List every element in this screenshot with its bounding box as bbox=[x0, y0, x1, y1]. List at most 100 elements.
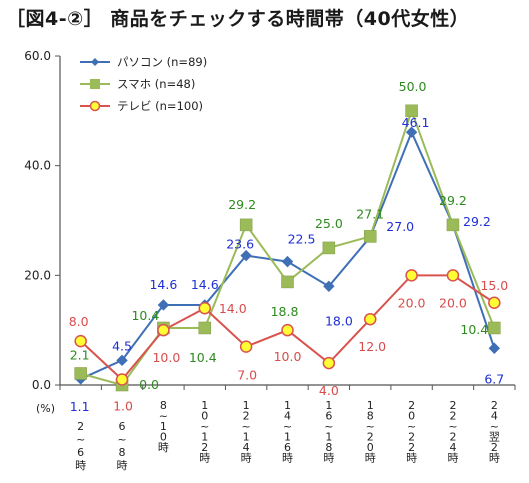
series-1-data-label: 23.6 bbox=[226, 237, 254, 252]
series-2-data-label: 10.4 bbox=[460, 322, 488, 337]
y-tick-label: 40.0 bbox=[24, 159, 51, 173]
y-tick-label: 0.0 bbox=[32, 378, 51, 392]
x-tick-label: ~ bbox=[76, 433, 85, 446]
series-3-data-label: 14.0 bbox=[219, 301, 247, 316]
x-tick-label: 1 bbox=[201, 399, 208, 412]
x-tick-label: 1 bbox=[325, 431, 332, 444]
series-3-data-label: 12.0 bbox=[358, 339, 386, 354]
x-tick-label: 0 bbox=[367, 441, 374, 454]
series-3-point bbox=[115, 373, 129, 386]
x-tick-label: 6 bbox=[77, 446, 84, 459]
series-1-data-label: 1.1 bbox=[70, 399, 90, 414]
x-tick-label: ~ bbox=[407, 420, 416, 433]
series-1-data-label: 29.2 bbox=[463, 214, 491, 229]
series-3-point bbox=[405, 269, 418, 282]
x-tick-label: 2 bbox=[201, 441, 208, 454]
unit-label: (%) bbox=[36, 402, 55, 415]
series-3-point bbox=[488, 296, 501, 309]
series-1-data-label: 22.5 bbox=[288, 232, 316, 247]
x-tick-label: 時 bbox=[365, 452, 376, 465]
x-tick-label: 2 bbox=[449, 399, 456, 412]
legend-marker-1 bbox=[91, 58, 99, 66]
x-tick-label: 1 bbox=[284, 399, 291, 412]
x-tick-label: 2 bbox=[408, 399, 415, 412]
series-2-point bbox=[74, 367, 87, 380]
series-3-point bbox=[322, 356, 336, 370]
x-tick-label: 1 bbox=[201, 431, 208, 444]
x-tick-label: ~ bbox=[242, 420, 251, 433]
x-tick-label: 時 bbox=[489, 452, 500, 465]
x-tick-label: 6 bbox=[284, 441, 291, 454]
x-tick-label: 4 bbox=[243, 441, 250, 454]
series-3-data-label: 20.0 bbox=[398, 295, 426, 310]
series-2-point bbox=[281, 275, 294, 289]
series-1-data-label: 14.6 bbox=[191, 277, 219, 292]
x-tick-label: 翌 bbox=[489, 431, 500, 444]
x-tick-label: 2 bbox=[491, 399, 498, 412]
x-tick-label: 2 bbox=[77, 420, 84, 433]
series-2-data-label: 10.4 bbox=[189, 350, 217, 365]
series-3-data-label: 10.0 bbox=[274, 349, 302, 364]
legend-label-2: スマホ (n=48) bbox=[117, 77, 195, 91]
x-tick-label: 8 bbox=[160, 399, 167, 412]
x-tick-label: ~ bbox=[283, 420, 292, 433]
series-2-data-label: 50.0 bbox=[399, 79, 427, 94]
series-2-data-label: 29.2 bbox=[228, 197, 256, 212]
series-2-data-label: 2.1 bbox=[70, 347, 90, 362]
series-1-point bbox=[323, 280, 335, 293]
x-tick-label: 2 bbox=[367, 431, 374, 444]
x-tick-label: 0 bbox=[160, 431, 167, 444]
legend-label-3: テレビ (n=100) bbox=[117, 99, 203, 113]
x-tick-label: 時 bbox=[323, 452, 334, 465]
x-tick-label: 時 bbox=[241, 452, 252, 465]
series-1-point bbox=[488, 342, 501, 354]
x-tick-label: 6 bbox=[325, 410, 332, 423]
series-2-data-label: 25.0 bbox=[315, 216, 343, 231]
x-tick-label: 時 bbox=[282, 452, 293, 465]
x-tick-label: 4 bbox=[491, 410, 498, 423]
series-3-point bbox=[446, 269, 460, 282]
x-tick-label: ~ bbox=[200, 420, 209, 433]
x-tick-label: 4 bbox=[449, 441, 456, 454]
series-2-point bbox=[363, 230, 377, 243]
series-3-point bbox=[74, 334, 87, 348]
series-3-point bbox=[198, 301, 212, 315]
series-3-point bbox=[281, 323, 294, 337]
series-3-data-label: 8.0 bbox=[69, 314, 89, 329]
series-1-point bbox=[281, 255, 294, 268]
x-tick-label: 0 bbox=[201, 410, 208, 423]
x-tick-label: 時 bbox=[447, 452, 458, 465]
x-tick-label: 1 bbox=[284, 431, 291, 444]
x-tick-label: 2 bbox=[243, 410, 250, 423]
chart-title: ［図4-②］ 商品をチェックする時間帯（40代女性） bbox=[6, 8, 470, 30]
legend-label-1: パソコン (n=89) bbox=[117, 55, 207, 69]
x-tick-label: 6 bbox=[119, 420, 126, 433]
x-tick-label: ~ bbox=[117, 433, 126, 446]
series-1-data-label: 6.7 bbox=[484, 371, 504, 386]
x-tick-label: ~ bbox=[324, 420, 333, 433]
x-tick-label: 8 bbox=[325, 441, 332, 454]
series-3-point bbox=[157, 323, 170, 337]
x-tick-label: 時 bbox=[75, 459, 86, 472]
y-tick-label: 60.0 bbox=[24, 49, 51, 63]
series-3-data-label: 10.0 bbox=[152, 350, 180, 365]
series-1-data-label: 4.5 bbox=[112, 338, 132, 353]
series-2-data-label: 27.1 bbox=[356, 206, 384, 221]
x-tick-label: 時 bbox=[117, 459, 128, 472]
series-2-point bbox=[405, 104, 418, 118]
series-3-data-label: 4.0 bbox=[319, 383, 339, 398]
series-3-data-label: 15.0 bbox=[480, 278, 508, 293]
series-3-data-label: 1.0 bbox=[113, 399, 133, 414]
x-tick-label: 8 bbox=[119, 446, 126, 459]
x-tick-label: 時 bbox=[158, 441, 169, 454]
x-tick-label: 1 bbox=[243, 431, 250, 444]
series-1-data-label: 18.0 bbox=[325, 313, 353, 328]
x-tick-label: 1 bbox=[367, 399, 374, 412]
series-3-point bbox=[363, 312, 377, 326]
x-tick-label: ~ bbox=[490, 420, 499, 433]
series-1-point bbox=[116, 354, 128, 367]
legend-marker-3 bbox=[89, 100, 101, 112]
x-tick-label: 1 bbox=[160, 420, 167, 433]
x-tick-label: 2 bbox=[449, 431, 456, 444]
